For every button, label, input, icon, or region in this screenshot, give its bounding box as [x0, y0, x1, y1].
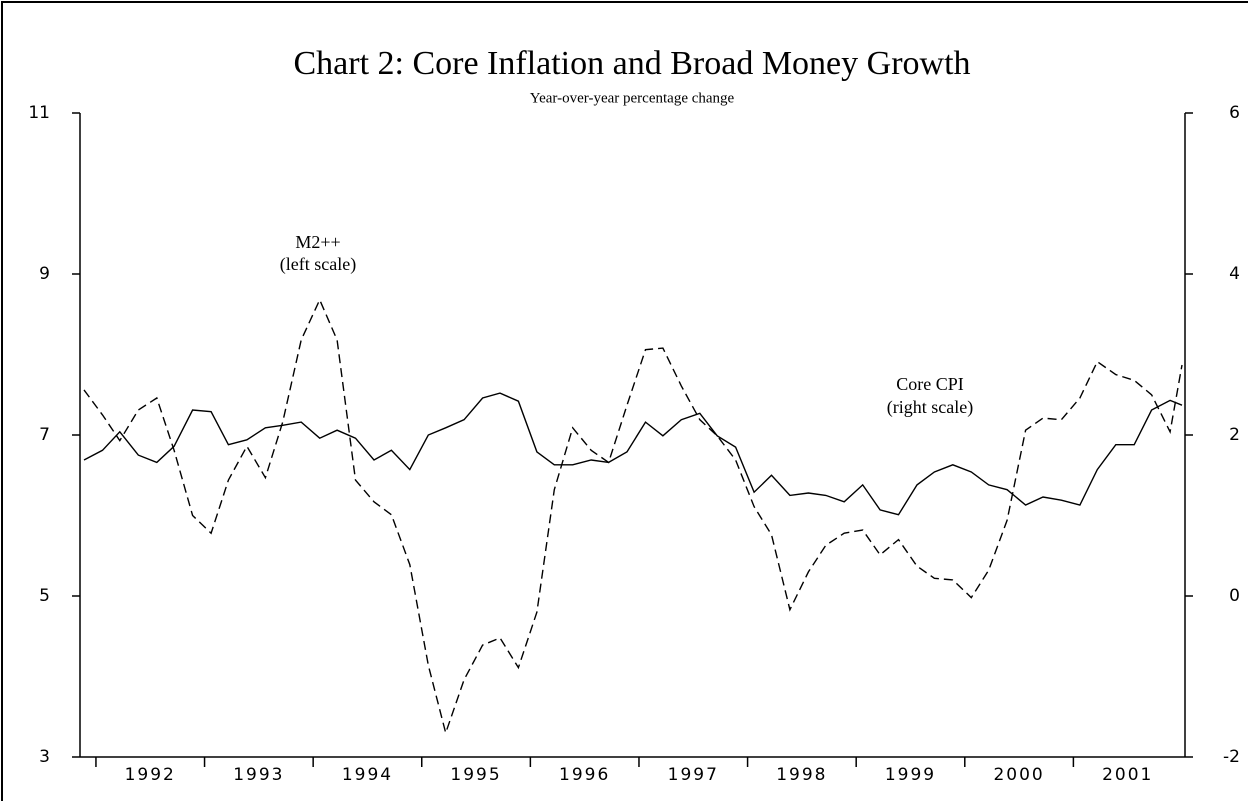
y2-tick-label: 4: [1229, 264, 1240, 284]
y2-tick-label: 6: [1229, 103, 1240, 123]
series-line: [83, 392, 1183, 516]
annotation: (left scale): [280, 254, 356, 275]
x-tick-label: 2000: [993, 765, 1044, 785]
y-tick-label: 9: [39, 264, 50, 284]
x-tick-label: 1995: [450, 765, 501, 785]
y-tick-label: 7: [39, 425, 50, 445]
chart-title: Chart 2: Core Inflation and Broad Money …: [293, 45, 970, 82]
x-tick-label: 1999: [885, 765, 936, 785]
x-tick-label: 1996: [559, 765, 610, 785]
y-tick-label: 3: [39, 747, 50, 767]
y-tick-label: 5: [39, 586, 50, 606]
annotation: Core CPI: [896, 374, 964, 394]
x-tick-label: 1993: [233, 765, 284, 785]
annotation: M2++: [295, 232, 340, 252]
x-tick-label: 1998: [776, 765, 827, 785]
y2-tick-label: 0: [1229, 586, 1240, 606]
x-tick-label: 1992: [125, 765, 176, 785]
x-tick-label: 1997: [668, 765, 719, 785]
y2-tick-label: -2: [1223, 747, 1240, 767]
y2-tick-label: 2: [1229, 425, 1240, 445]
x-tick-label: 1994: [342, 765, 393, 785]
series-line: [83, 298, 1183, 736]
y-tick-label: 11: [28, 103, 50, 123]
x-tick-label: 2001: [1102, 765, 1153, 785]
annotation: (right scale): [887, 397, 973, 418]
chart-subtitle: Year-over-year percentage change: [530, 90, 735, 106]
